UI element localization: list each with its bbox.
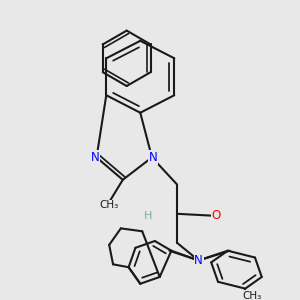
Text: CH₃: CH₃ [242, 291, 262, 300]
Text: CH₃: CH₃ [100, 200, 119, 210]
Text: N: N [194, 254, 203, 267]
Text: N: N [91, 151, 100, 164]
Text: O: O [212, 209, 221, 222]
Text: N: N [149, 151, 158, 164]
Text: H: H [144, 211, 152, 221]
